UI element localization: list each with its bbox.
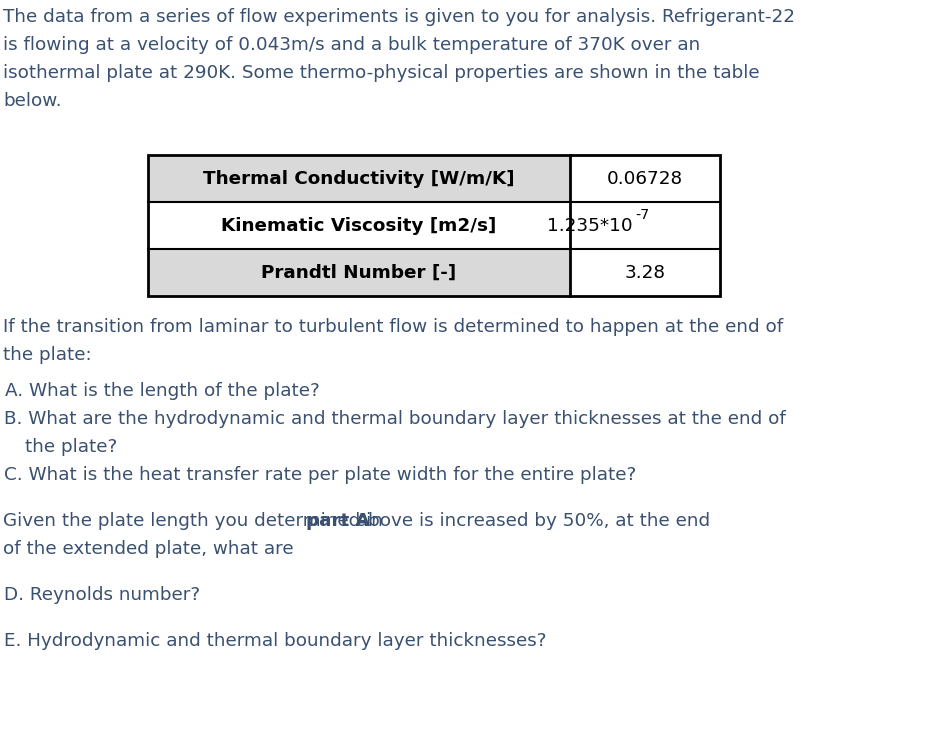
Text: The data from a series of flow experiments is given to you for analysis. Refrige: The data from a series of flow experimen… bbox=[3, 8, 795, 26]
Text: -7: -7 bbox=[635, 208, 650, 222]
Bar bbox=[570, 155, 720, 202]
Text: isothermal plate at 290K. Some thermo-physical properties are shown in the table: isothermal plate at 290K. Some thermo-ph… bbox=[3, 64, 760, 82]
Text: below.: below. bbox=[3, 92, 62, 110]
Text: E. Hydrodynamic and thermal boundary layer thicknesses?: E. Hydrodynamic and thermal boundary lay… bbox=[4, 632, 547, 650]
Text: the plate:: the plate: bbox=[3, 346, 91, 364]
Bar bbox=[148, 155, 570, 202]
Text: D. Reynolds number?: D. Reynolds number? bbox=[4, 586, 200, 604]
Text: of the extended plate, what are: of the extended plate, what are bbox=[3, 540, 294, 558]
Text: Prandtl Number [-]: Prandtl Number [-] bbox=[262, 264, 456, 282]
Bar bbox=[148, 202, 570, 249]
Bar bbox=[148, 249, 570, 296]
Bar bbox=[570, 249, 720, 296]
Text: Kinematic Viscosity [m2/s]: Kinematic Viscosity [m2/s] bbox=[222, 217, 496, 234]
Bar bbox=[570, 202, 720, 249]
Text: B. What are the hydrodynamic and thermal boundary layer thicknesses at the end o: B. What are the hydrodynamic and thermal… bbox=[4, 410, 786, 428]
Text: above is increased by 50%, at the end: above is increased by 50%, at the end bbox=[351, 512, 710, 530]
Text: 0.06728: 0.06728 bbox=[607, 170, 683, 187]
Text: Thermal Conductivity [W/m/K]: Thermal Conductivity [W/m/K] bbox=[204, 170, 514, 187]
Text: is flowing at a velocity of 0.043m/s and a bulk temperature of 370K over an: is flowing at a velocity of 0.043m/s and… bbox=[3, 36, 700, 54]
Text: part A: part A bbox=[306, 512, 370, 530]
Text: Given the plate length you determined in: Given the plate length you determined in bbox=[3, 512, 389, 530]
Text: If the transition from laminar to turbulent flow is determined to happen at the : If the transition from laminar to turbul… bbox=[3, 318, 783, 336]
Text: the plate?: the plate? bbox=[25, 438, 117, 456]
Text: 3.28: 3.28 bbox=[625, 264, 666, 282]
Text: A. What is the length of the plate?: A. What is the length of the plate? bbox=[5, 382, 320, 400]
Bar bbox=[148, 155, 720, 296]
Text: 1.235*10: 1.235*10 bbox=[548, 217, 633, 234]
Text: C. What is the heat transfer rate per plate width for the entire plate?: C. What is the heat transfer rate per pl… bbox=[4, 466, 636, 484]
